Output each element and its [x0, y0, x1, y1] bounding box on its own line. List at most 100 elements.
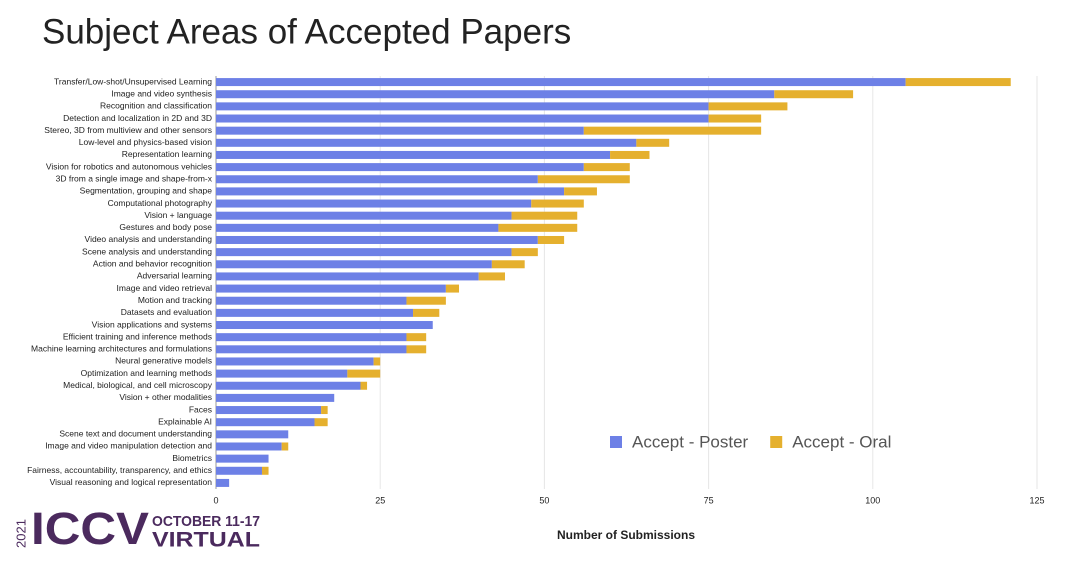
y-tick-label: Optimization and learning methods — [81, 368, 212, 378]
bar — [321, 406, 328, 415]
bar — [708, 102, 788, 111]
x-tick-label: 75 — [704, 495, 714, 505]
bar — [406, 333, 427, 342]
y-tick-label: Segmentation, grouping and shape — [80, 186, 213, 196]
bar — [216, 345, 407, 354]
bar — [216, 418, 315, 427]
bar — [216, 478, 230, 487]
y-tick-label: Low-level and physics-based vision — [79, 137, 213, 147]
bar — [406, 296, 446, 305]
bar — [216, 357, 374, 366]
legend-swatch — [770, 436, 783, 448]
y-tick-label: Explainable AI — [158, 416, 212, 426]
bar — [314, 418, 328, 427]
y-tick-label: Motion and tracking — [138, 295, 212, 305]
y-tick-label: 3D from a single image and shape-from-x — [56, 174, 213, 184]
y-tick-label: Detection and localization in 2D and 3D — [63, 113, 212, 123]
bar — [511, 211, 578, 220]
bar — [216, 187, 565, 196]
y-tick-label: Vision for robotics and autonomous vehic… — [46, 161, 212, 171]
y-tick-label: Biometrics — [172, 453, 212, 463]
bar — [216, 199, 532, 208]
bar — [373, 357, 381, 366]
bar — [261, 466, 269, 475]
bar — [537, 175, 630, 184]
bar — [216, 454, 269, 463]
bar — [413, 308, 440, 317]
bar — [216, 393, 335, 402]
y-tick-label: Action and behavior recognition — [93, 259, 212, 269]
bar — [216, 138, 637, 147]
bar — [216, 333, 407, 342]
y-tick-label: Image and video manipulation detection a… — [45, 441, 212, 451]
y-tick-label: Transfer/Low-shot/Unsupervised Learning — [54, 76, 212, 86]
bar — [708, 114, 762, 123]
bar — [406, 345, 427, 354]
bar — [216, 235, 538, 244]
bar — [216, 223, 499, 232]
bar — [498, 223, 578, 232]
bar — [216, 90, 775, 99]
y-tick-label: Video analysis and understanding — [85, 234, 213, 244]
x-tick-label: 25 — [375, 495, 385, 505]
chart-title: Subject Areas of Accepted Papers — [42, 12, 571, 51]
y-tick-label: Vision + language — [144, 210, 212, 220]
y-tick-label: Datasets and evaluation — [121, 307, 212, 317]
y-tick-label: Efficient training and inference methods — [63, 331, 212, 341]
bar — [216, 163, 584, 172]
bar — [216, 114, 709, 123]
x-tick-label: 0 — [213, 495, 218, 505]
bar — [774, 90, 854, 99]
logo-name: ICCV — [31, 503, 149, 554]
bar — [360, 381, 368, 390]
y-tick-label: Fairness, accountability, transparency, … — [27, 465, 212, 475]
bar — [531, 199, 584, 208]
logo-dates: OCTOBER 11-17 — [152, 513, 260, 530]
bar — [216, 126, 584, 135]
x-tick-label: 50 — [539, 495, 549, 505]
bar — [491, 260, 525, 269]
bar — [216, 248, 512, 257]
bar — [583, 163, 630, 172]
logo-mode: VIRTUAL — [152, 529, 260, 552]
y-tick-label: Recognition and classification — [100, 101, 212, 111]
y-tick-label: Gestures and body pose — [119, 222, 212, 232]
bar — [347, 369, 381, 378]
y-tick-label: Computational photography — [108, 198, 213, 208]
y-tick-label: Vision + other modalities — [119, 392, 212, 402]
legend-swatch — [610, 436, 622, 448]
bar — [636, 138, 670, 147]
y-tick-label: Faces — [189, 404, 212, 414]
bar — [216, 78, 906, 87]
y-tick-label: Scene text and document understanding — [59, 429, 212, 439]
bar — [216, 175, 538, 184]
bar — [281, 442, 289, 451]
bar — [216, 321, 433, 330]
bar — [216, 406, 322, 415]
bar — [216, 260, 492, 269]
bar — [511, 248, 538, 257]
bar — [216, 466, 262, 475]
bar — [216, 442, 282, 451]
bar — [564, 187, 597, 196]
bar — [905, 78, 1011, 87]
bar — [216, 430, 289, 439]
legend-label: Accept - Oral — [792, 432, 891, 451]
y-tick-label: Scene analysis and understanding — [82, 246, 212, 256]
x-axis-label: Number of Submissions — [557, 528, 695, 542]
y-tick-label: Image and video synthesis — [111, 88, 212, 98]
y-tick-label: Neural generative models — [115, 356, 212, 366]
bar — [478, 272, 505, 281]
bar — [216, 272, 479, 281]
logo-year: 2021 — [13, 519, 28, 548]
legend-label: Accept - Poster — [632, 432, 749, 451]
y-tick-label: Adversarial learning — [137, 271, 212, 281]
bar — [610, 150, 650, 159]
bar — [216, 369, 348, 378]
bar — [216, 308, 414, 317]
bar — [445, 284, 460, 293]
y-tick-label: Representation learning — [122, 149, 213, 159]
bar — [216, 211, 512, 220]
x-tick-label: 100 — [865, 495, 880, 505]
